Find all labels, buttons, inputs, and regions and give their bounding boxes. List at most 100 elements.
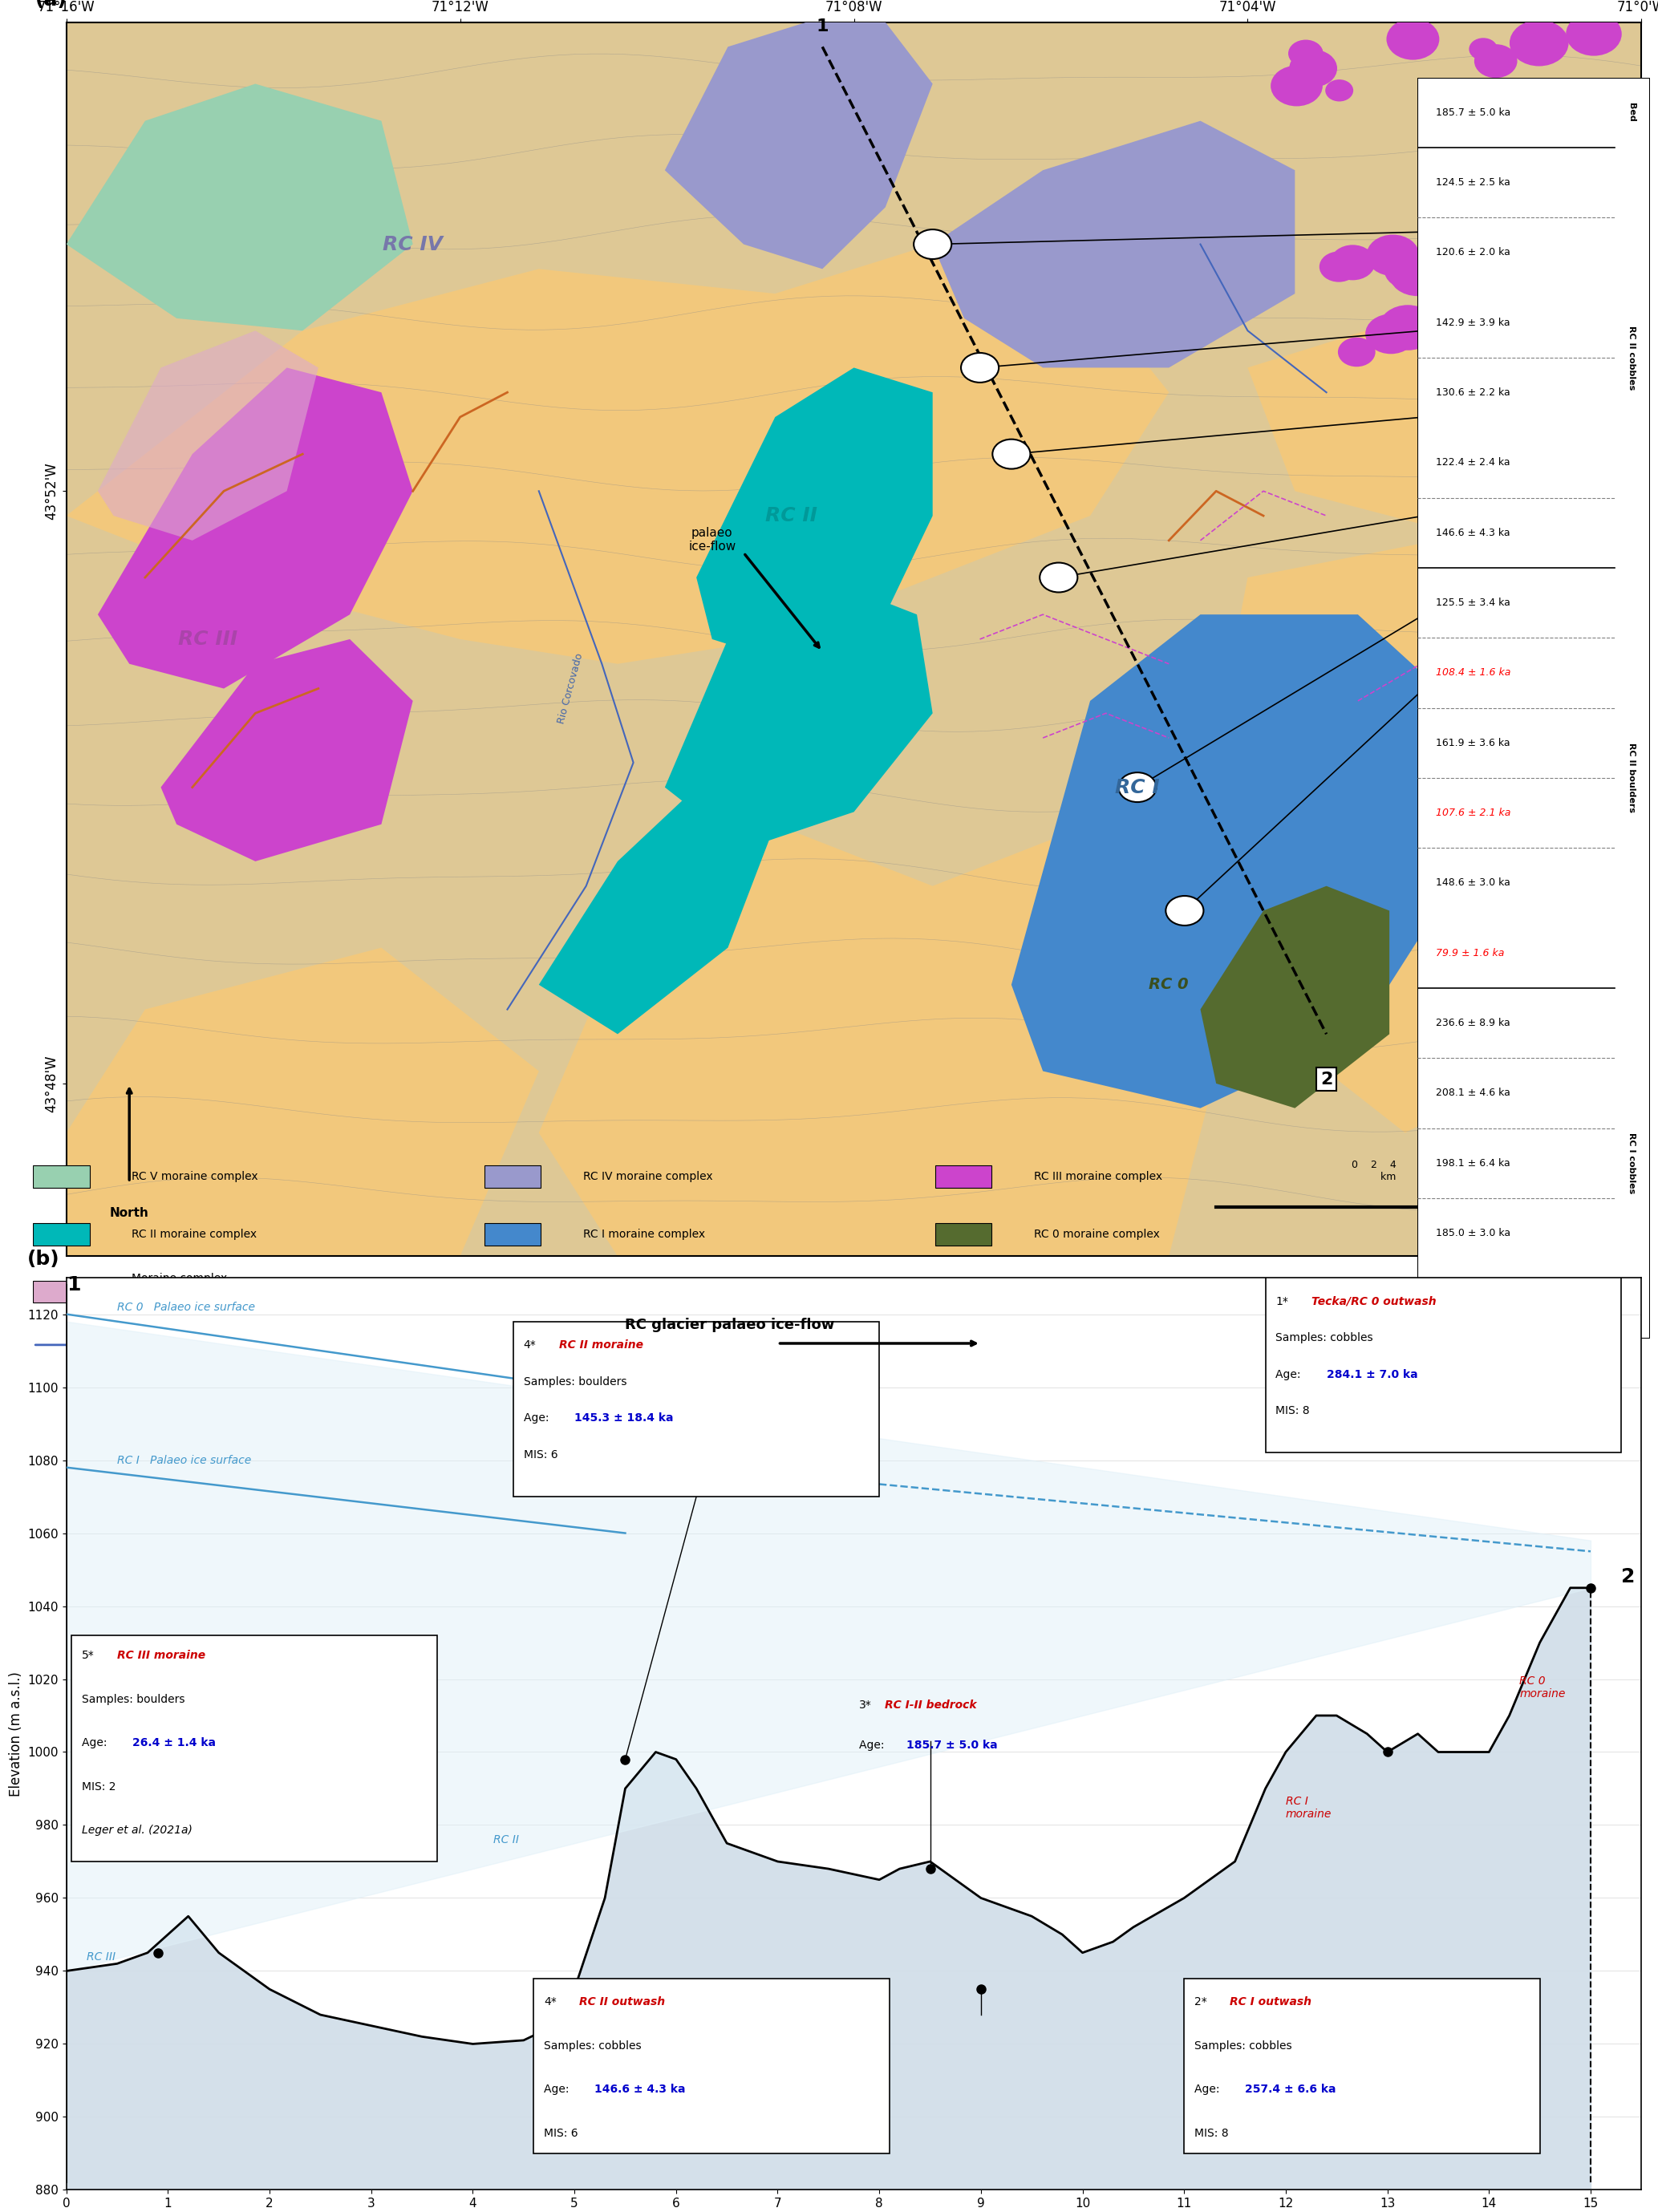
Circle shape bbox=[1472, 299, 1500, 319]
Bar bbox=[33, 1281, 90, 1303]
Text: RC III: RC III bbox=[179, 630, 237, 648]
Circle shape bbox=[962, 354, 998, 383]
Text: Samples: cobbles: Samples: cobbles bbox=[1275, 1332, 1373, 1343]
Text: RC III: RC III bbox=[86, 1951, 116, 1962]
Polygon shape bbox=[1200, 515, 1641, 1133]
Text: RC II moraine: RC II moraine bbox=[559, 1340, 643, 1352]
Text: MIS: 8: MIS: 8 bbox=[1194, 2128, 1229, 2139]
Circle shape bbox=[928, 1287, 998, 1296]
Bar bbox=[33, 1166, 90, 1188]
Text: 148.6 ± 3.0 ka: 148.6 ± 3.0 ka bbox=[1436, 878, 1510, 889]
Circle shape bbox=[1411, 307, 1456, 343]
Circle shape bbox=[1509, 20, 1568, 66]
Text: RC I: RC I bbox=[1116, 779, 1159, 796]
Text: 5*: 5* bbox=[81, 1650, 95, 1661]
Circle shape bbox=[1423, 84, 1456, 108]
Text: MIS: 6: MIS: 6 bbox=[524, 1449, 557, 1460]
Circle shape bbox=[1379, 305, 1437, 349]
Polygon shape bbox=[66, 84, 413, 330]
Text: RC V moraine complex: RC V moraine complex bbox=[133, 1170, 259, 1183]
Text: Tecka/RC 0 outwash: Tecka/RC 0 outwash bbox=[1311, 1296, 1436, 1307]
Bar bbox=[484, 1223, 541, 1245]
Text: 2: 2 bbox=[1622, 1568, 1635, 1586]
Text: RC 0
moraine: RC 0 moraine bbox=[1519, 1674, 1565, 1699]
Circle shape bbox=[1288, 40, 1323, 66]
Text: RC II: RC II bbox=[492, 1834, 519, 1845]
Text: 125.5 ± 3.4 ka: 125.5 ± 3.4 ka bbox=[1436, 597, 1510, 608]
Polygon shape bbox=[932, 122, 1295, 367]
Text: 4*: 4* bbox=[524, 1340, 536, 1352]
Text: Contemporary channels: Contemporary channels bbox=[133, 1338, 265, 1352]
Circle shape bbox=[1487, 336, 1549, 385]
Circle shape bbox=[993, 440, 1030, 469]
Text: RC I   Palaeo ice surface: RC I Palaeo ice surface bbox=[118, 1455, 252, 1467]
Text: Bed: Bed bbox=[1626, 104, 1635, 122]
Polygon shape bbox=[539, 825, 1247, 1256]
Text: Age:: Age: bbox=[544, 2084, 572, 2095]
Text: Samples: cobbles: Samples: cobbles bbox=[1194, 2039, 1292, 2051]
Circle shape bbox=[1474, 44, 1517, 77]
Text: RC III moraine: RC III moraine bbox=[118, 1650, 206, 1661]
Polygon shape bbox=[665, 577, 932, 849]
Circle shape bbox=[1386, 18, 1439, 60]
Bar bbox=[935, 1223, 991, 1245]
Circle shape bbox=[914, 230, 952, 259]
Polygon shape bbox=[98, 330, 318, 540]
Text: 107.6 ± 2.1 ka: 107.6 ± 2.1 ka bbox=[1436, 807, 1510, 818]
Circle shape bbox=[1436, 279, 1499, 327]
Text: 284.1 ± 7.0 ka: 284.1 ± 7.0 ka bbox=[1326, 1369, 1418, 1380]
Text: 146.6 ± 4.3 ka: 146.6 ± 4.3 ka bbox=[595, 2084, 686, 2095]
Text: 257.4 ± 6.6 ka: 257.4 ± 6.6 ka bbox=[1245, 2084, 1336, 2095]
Circle shape bbox=[1565, 11, 1622, 55]
Circle shape bbox=[1406, 248, 1456, 285]
Text: Age:: Age: bbox=[1194, 2084, 1224, 2095]
Circle shape bbox=[1510, 91, 1539, 113]
Polygon shape bbox=[539, 787, 774, 1033]
Circle shape bbox=[1320, 252, 1358, 281]
Text: MIS: 8: MIS: 8 bbox=[1275, 1405, 1310, 1416]
Text: MIS: 2: MIS: 2 bbox=[81, 1781, 116, 1792]
Text: RC I-II bedrock: RC I-II bedrock bbox=[884, 1699, 977, 1710]
Bar bbox=[514, 1321, 879, 1498]
Text: RC I outwash: RC I outwash bbox=[1230, 1997, 1311, 2008]
Text: Hummocks: Hummocks bbox=[1189, 1338, 1250, 1352]
Text: Rio Corcovado: Rio Corcovado bbox=[555, 653, 585, 726]
Bar bbox=[484, 1281, 541, 1303]
Text: Age:: Age: bbox=[524, 1413, 552, 1425]
Text: Moraine complex -
uncertain stratigraphic
relationship: Moraine complex - uncertain stratigraphi… bbox=[133, 1274, 260, 1310]
Text: RC IV: RC IV bbox=[383, 234, 443, 254]
Text: RC II moraine complex: RC II moraine complex bbox=[133, 1228, 257, 1241]
Polygon shape bbox=[1200, 887, 1389, 1108]
Text: 236.6 ± 8.9 ka: 236.6 ± 8.9 ka bbox=[1436, 1018, 1510, 1029]
Text: 26.4 ± 1.4 ka: 26.4 ± 1.4 ka bbox=[133, 1736, 216, 1750]
Text: 185.0 ± 3.0 ka: 185.0 ± 3.0 ka bbox=[1436, 1228, 1510, 1239]
Text: 124.5 ± 2.5 ka: 124.5 ± 2.5 ka bbox=[1436, 177, 1510, 188]
Polygon shape bbox=[665, 22, 932, 270]
Text: 142.9 ± 3.9 ka: 142.9 ± 3.9 ka bbox=[1436, 316, 1510, 327]
Circle shape bbox=[1040, 562, 1078, 593]
Text: RC I
moraine: RC I moraine bbox=[1285, 1796, 1331, 1820]
Text: Proglacial outwash plains: Proglacial outwash plains bbox=[584, 1285, 725, 1298]
Circle shape bbox=[1290, 49, 1336, 86]
Text: 2: 2 bbox=[1320, 1071, 1333, 1086]
Text: RC IV moraine complex: RC IV moraine complex bbox=[584, 1170, 713, 1183]
Circle shape bbox=[1116, 1343, 1149, 1347]
Circle shape bbox=[1444, 153, 1471, 173]
Text: RC 0: RC 0 bbox=[1149, 978, 1189, 993]
Bar bbox=[534, 1978, 889, 2154]
Text: Samples: boulders: Samples: boulders bbox=[81, 1694, 184, 1705]
Circle shape bbox=[1389, 252, 1446, 296]
Text: MIS: 6: MIS: 6 bbox=[544, 2128, 579, 2139]
Circle shape bbox=[1366, 234, 1419, 276]
Circle shape bbox=[1469, 38, 1497, 60]
Y-axis label: Elevation (m a.s.l.): Elevation (m a.s.l.) bbox=[8, 1672, 23, 1796]
Bar bbox=[33, 1223, 90, 1245]
Circle shape bbox=[1540, 281, 1573, 307]
Circle shape bbox=[1365, 314, 1416, 354]
Text: RC I cobbles: RC I cobbles bbox=[1626, 1133, 1635, 1194]
Polygon shape bbox=[66, 243, 1169, 664]
Circle shape bbox=[1119, 772, 1156, 803]
Text: Palaeo ice surface: Palaeo ice surface bbox=[778, 1469, 879, 1480]
Text: Age:: Age: bbox=[859, 1739, 887, 1750]
Text: 130.6 ± 2.2 ka: 130.6 ± 2.2 ka bbox=[1436, 387, 1510, 398]
